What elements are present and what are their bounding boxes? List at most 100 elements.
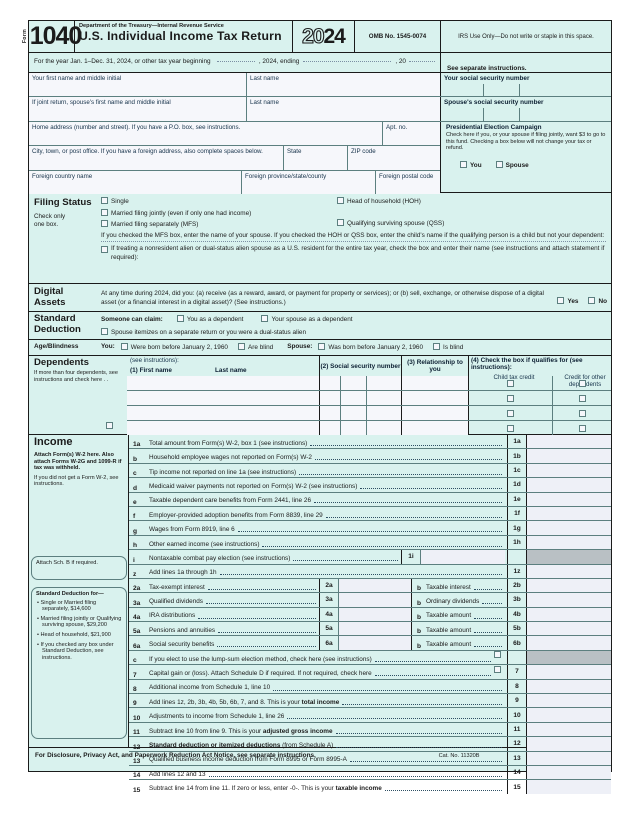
filing-status-nra-option[interactable]: If treating a nonresident alien or dual-…	[101, 245, 606, 262]
amount-entry-field[interactable]	[527, 607, 611, 622]
amount-entry-field[interactable]	[527, 593, 611, 607]
spouse-itemizes-option[interactable]: Spouse itemizes on a separate return or …	[101, 327, 607, 338]
you-born-checkbox[interactable]	[120, 342, 128, 350]
amount-entry-field[interactable]	[527, 722, 611, 737]
you-dependent-checkbox[interactable]	[176, 315, 184, 322]
a-amount-entry-field[interactable]	[339, 578, 412, 593]
qss-checkbox[interactable]	[337, 218, 344, 226]
other-dependent-credit-checkbox[interactable]	[578, 379, 586, 387]
nra-checkbox[interactable]	[101, 246, 108, 254]
dependent-name-field[interactable]	[127, 406, 320, 420]
child-tax-credit-checkbox[interactable]	[507, 409, 514, 417]
foreign-country-field[interactable]: Foreign country name	[29, 171, 242, 194]
hoh-checkbox[interactable]	[337, 197, 344, 204]
pec-you-checkbox-wrap[interactable]: You	[460, 154, 482, 172]
lump-sum-checkbox-wrap[interactable]	[494, 644, 505, 664]
state-field[interactable]: State	[284, 146, 348, 170]
amount-entry-field[interactable]	[527, 449, 611, 463]
digital-assets-no-option[interactable]: No	[588, 290, 607, 308]
pec-spouse-checkbox[interactable]	[495, 160, 503, 168]
your-last-name-field[interactable]: Last name	[247, 73, 441, 96]
inline-amount-entry-field[interactable]	[421, 550, 505, 564]
spouse-born-checkbox[interactable]	[318, 342, 326, 350]
amount-entry-field[interactable]	[527, 435, 611, 449]
filing-status-hoh-option[interactable]: Head of household (HOH)	[337, 197, 606, 207]
other-dependent-credit-checkbox[interactable]	[578, 394, 586, 402]
foreign-province-field[interactable]: Foreign province/state/county	[242, 171, 376, 194]
child-tax-credit-checkbox[interactable]	[507, 379, 514, 387]
spouse-dependent-checkbox[interactable]	[261, 315, 269, 322]
child-tax-credit-checkbox[interactable]	[507, 394, 514, 402]
amount-entry-field[interactable]	[527, 535, 611, 550]
spouse-name-field[interactable]: If joint return, spouse's first name and…	[29, 97, 247, 121]
other-dependent-credit-checkbox[interactable]	[578, 424, 586, 432]
city-field[interactable]: City, town, or post office. If you have …	[29, 146, 284, 170]
amount-entry-field[interactable]	[527, 665, 611, 679]
amount-entry-field[interactable]	[527, 492, 611, 506]
filing-status-qss-option[interactable]: Qualifying surviving spouse (QSS)	[337, 218, 606, 229]
dependent-ssn-field[interactable]	[320, 421, 402, 435]
mfs-checkbox[interactable]	[101, 220, 108, 228]
tax-year-field[interactable]: For the year Jan. 1–Dec. 31, 2024, or ot…	[29, 53, 441, 72]
digital-assets-yes-checkbox[interactable]	[557, 297, 565, 304]
amount-entry-field[interactable]	[527, 636, 611, 650]
dependent-relationship-field[interactable]	[402, 406, 469, 420]
lump-sum-election-checkbox[interactable]	[494, 651, 501, 659]
dependent-relationship-field[interactable]	[402, 391, 469, 405]
your-name-field[interactable]: Your first name and middle initial	[29, 73, 247, 96]
capital-gain-checkbox[interactable]	[494, 665, 501, 673]
dependent-name-field[interactable]	[127, 421, 320, 435]
spouse-ssn-field[interactable]: Spouse's social security number	[441, 97, 611, 121]
filing-status-mfs-option[interactable]: Married filing separately (MFS)	[101, 220, 337, 230]
spouse-last-name-field[interactable]: Last name	[247, 97, 441, 121]
your-ssn-field[interactable]: Your social security number	[441, 73, 611, 96]
dependent-ssn-field[interactable]	[320, 406, 402, 420]
amount-entry-field[interactable]	[527, 708, 611, 722]
filing-status-single-option[interactable]: Single	[101, 197, 337, 207]
apt-no-field[interactable]: Apt. no.	[383, 122, 440, 145]
you-born-option[interactable]: Were born before January 2, 1960	[120, 342, 228, 353]
spouse-itemizes-checkbox[interactable]	[101, 327, 108, 335]
you-dependent-option[interactable]: You as a dependent	[176, 315, 243, 325]
a-amount-entry-field[interactable]	[339, 593, 412, 607]
a-amount-entry-field[interactable]	[339, 622, 412, 636]
dependent-ssn-field[interactable]	[320, 376, 402, 390]
pec-you-checkbox[interactable]	[460, 160, 467, 168]
amount-entry-field[interactable]	[527, 564, 611, 578]
spouse-dependent-option[interactable]: Your spouse as a dependent	[261, 315, 353, 325]
digital-assets-yes-option[interactable]: Yes	[557, 290, 578, 308]
home-address-field[interactable]: Home address (number and street). If you…	[29, 122, 383, 145]
amount-entry-field[interactable]	[527, 463, 611, 478]
capital-gain-checkbox-wrap[interactable]	[494, 659, 505, 679]
more-than-four-checkbox[interactable]	[106, 422, 113, 429]
mfj-checkbox[interactable]	[101, 208, 108, 216]
amount-entry-field[interactable]	[527, 765, 611, 780]
single-checkbox[interactable]	[101, 197, 108, 204]
you-blind-checkbox[interactable]	[237, 342, 245, 350]
spouse-born-option[interactable]: Was born before January 2, 1960	[318, 342, 423, 353]
amount-entry-field[interactable]	[527, 737, 611, 751]
dependent-name-field[interactable]	[127, 376, 320, 390]
child-tax-credit-checkbox[interactable]	[507, 424, 514, 432]
amount-entry-field[interactable]	[527, 694, 611, 708]
dependent-relationship-field[interactable]	[402, 421, 469, 435]
other-dependent-credit-checkbox[interactable]	[578, 409, 586, 417]
filing-status-mfj-option[interactable]: Married filing jointly (even if only one…	[101, 208, 337, 219]
zip-field[interactable]: ZIP code	[348, 146, 440, 170]
spouse-blind-checkbox[interactable]	[433, 342, 441, 350]
a-amount-entry-field[interactable]	[339, 636, 412, 650]
you-blind-option[interactable]: Are blind	[237, 342, 273, 353]
amount-entry-field[interactable]	[527, 578, 611, 593]
pec-spouse-checkbox-wrap[interactable]: Spouse	[495, 154, 529, 172]
amount-entry-field[interactable]	[527, 679, 611, 694]
amount-entry-field[interactable]	[527, 521, 611, 535]
amount-entry-field[interactable]	[527, 478, 611, 492]
amount-entry-field[interactable]	[527, 751, 611, 765]
digital-assets-no-checkbox[interactable]	[588, 297, 596, 304]
dependent-relationship-field[interactable]	[402, 376, 469, 390]
a-amount-entry-field[interactable]	[339, 607, 412, 622]
amount-entry-field[interactable]	[527, 506, 611, 521]
foreign-postal-field[interactable]: Foreign postal code	[376, 171, 440, 194]
dependent-ssn-field[interactable]	[320, 391, 402, 405]
amount-entry-field[interactable]	[527, 622, 611, 636]
